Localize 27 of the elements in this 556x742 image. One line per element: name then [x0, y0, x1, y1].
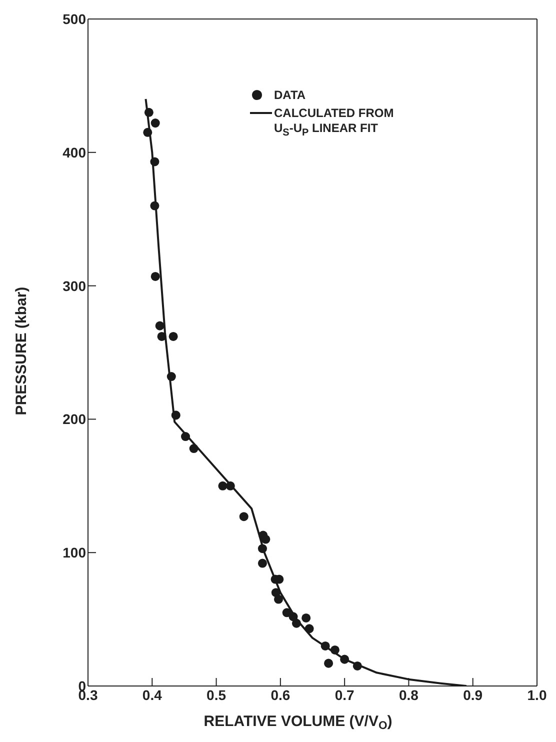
x-tick-label: 0.9: [463, 686, 483, 703]
y-tick-label: 100: [62, 544, 86, 561]
point: [302, 613, 311, 622]
x-axis-title: RELATIVE VOLUME (V/V$_{O}$): [204, 713, 392, 732]
point: [258, 558, 267, 568]
y-tick-label: 200: [62, 411, 86, 428]
x-tick-label: 0.4: [142, 686, 162, 703]
point: [155, 321, 164, 330]
y-tick-label: 500: [62, 10, 86, 27]
y-tick-label: 400: [62, 144, 86, 160]
point: [150, 118, 160, 128]
point: [168, 332, 178, 341]
point: [261, 534, 270, 544]
legend-label: DATA: [274, 88, 307, 103]
x-tick-label: 0.8: [398, 686, 419, 703]
point: [324, 658, 334, 668]
x-tick-label: 0.7: [334, 686, 355, 703]
y-axis-title: PRESSURE (kbar): [13, 286, 30, 416]
legend-label: CALCULATED FROM U$_{S}$-U$_{P}$ LINEAR FIT: [274, 106, 395, 140]
y-tick-label: 300: [62, 278, 86, 294]
x-tick-label: 0.5: [206, 686, 226, 703]
point: [218, 481, 228, 490]
point: [274, 594, 284, 604]
x-tick-label: 0.6: [270, 686, 290, 703]
point: [239, 512, 248, 522]
point: [150, 272, 160, 281]
x-tick-label: 1.0: [527, 686, 547, 703]
